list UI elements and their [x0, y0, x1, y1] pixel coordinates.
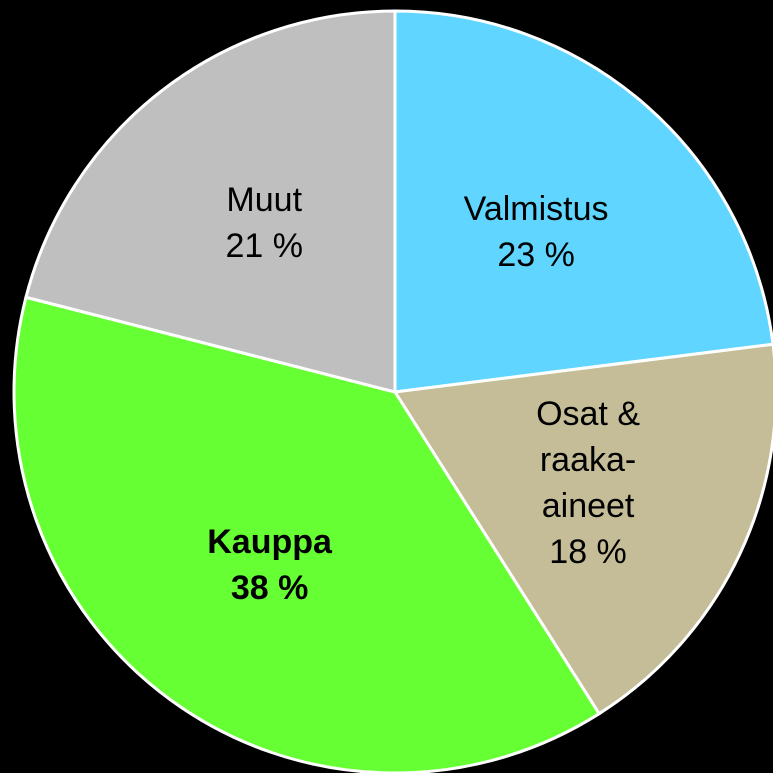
category-label: Valmistus	[463, 189, 609, 228]
value-label: 21 %	[225, 227, 303, 266]
value-label: 23 %	[497, 235, 575, 274]
value-label: 18 %	[549, 532, 627, 571]
slice-label: Kauppa 38 %	[207, 519, 332, 611]
category-label: Osat & raaka-aineet	[536, 394, 641, 525]
category-label: Kauppa	[207, 522, 332, 561]
slice-label: Osat & raaka-aineet 18 %	[496, 391, 681, 575]
category-label: Muut	[226, 181, 303, 220]
slice-label: Valmistus 23 %	[464, 186, 609, 278]
pie-slice	[392, 342, 773, 716]
pie-slice	[24, 9, 397, 394]
value-label: 38 %	[230, 568, 309, 607]
pie-slice	[393, 9, 773, 394]
slice-label: Muut 21 %	[225, 177, 303, 269]
pie-slice	[12, 295, 602, 773]
